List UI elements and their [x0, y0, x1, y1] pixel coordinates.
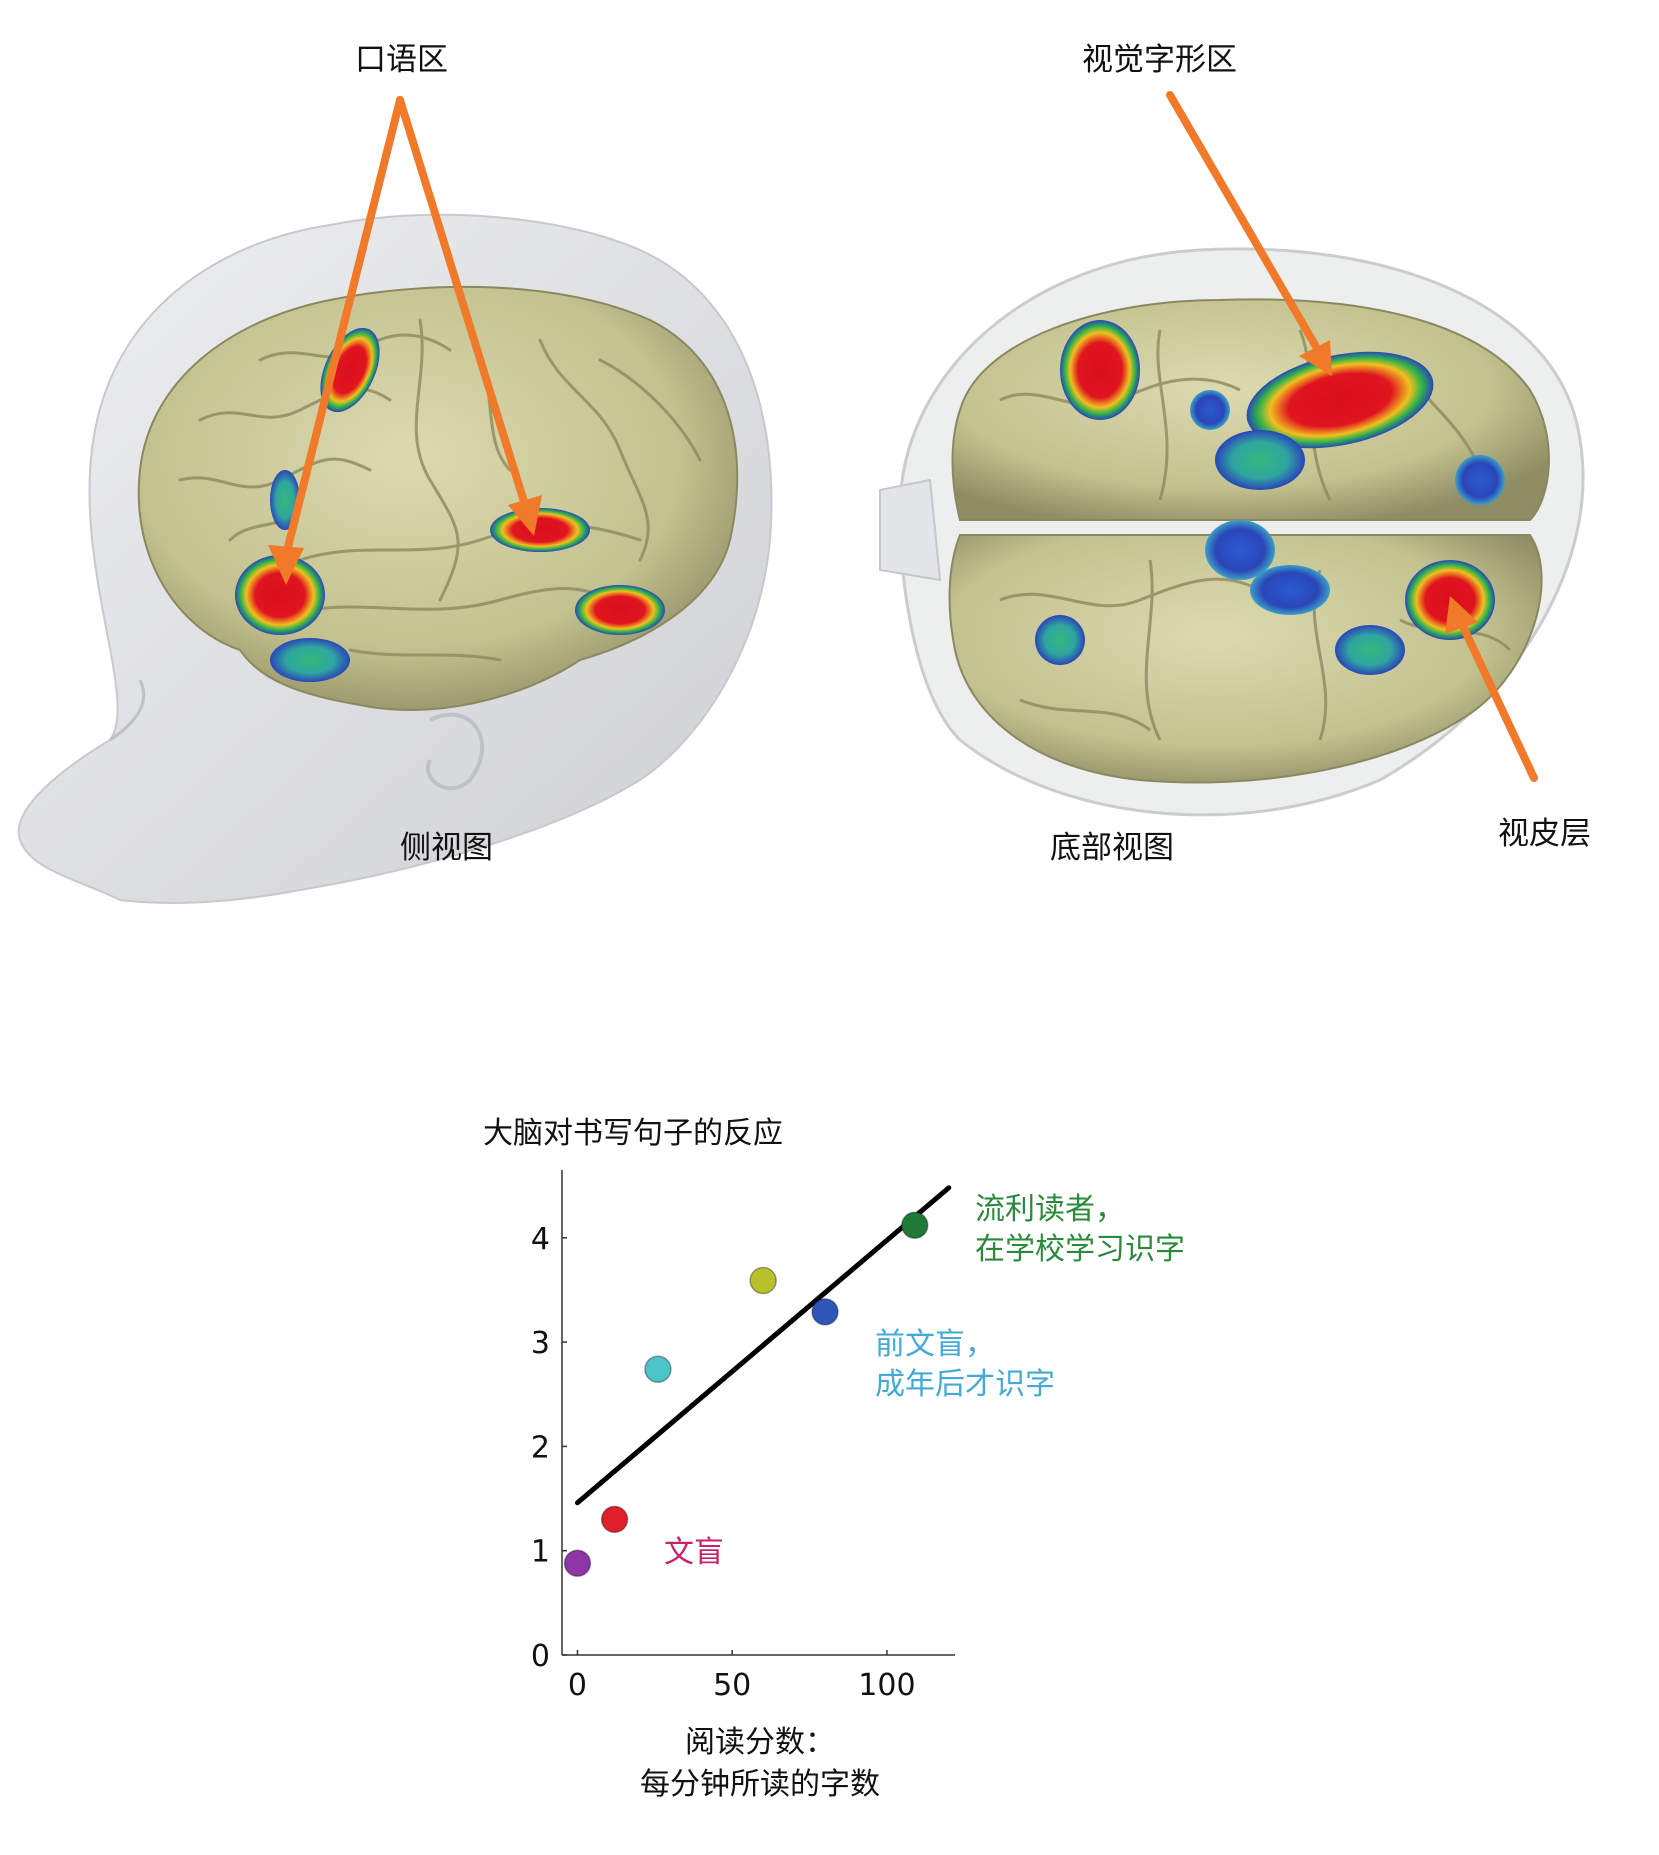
- arrow-icon: [268, 91, 1538, 782]
- legend-illiterate-line-1: 文盲: [664, 1535, 724, 1570]
- data-point: [901, 1211, 929, 1240]
- data-point: [644, 1355, 672, 1383]
- label-lateral-view: 侧视图: [400, 830, 493, 866]
- brain-lateral-icon: [137, 285, 739, 711]
- chart-title: 大脑对书写句子的反应: [483, 1116, 783, 1151]
- y-tick-label: 4: [531, 1222, 550, 1257]
- data-point: [811, 1298, 839, 1326]
- x-axis-label-line-1: 阅读分数：: [685, 1725, 835, 1760]
- label-visual-cortex: 视皮层: [1498, 816, 1591, 852]
- legend-ex-illiterates: 前文盲， 成年后才识字: [875, 1325, 1055, 1405]
- legend-ex-illiterate-line-2: 成年后才识字: [875, 1367, 1055, 1402]
- y-tick-label: 3: [531, 1326, 550, 1361]
- y-tick-label: 0: [531, 1639, 550, 1674]
- data-point: [563, 1549, 592, 1577]
- chart-ticks: 0 1 2 3 4 0 50 100: [531, 1222, 916, 1703]
- legend-illiterates: 文盲: [664, 1533, 724, 1573]
- label-spoken-language-area: 口语区: [355, 42, 448, 78]
- chart-fit-line: [574, 1185, 952, 1506]
- brain-bottom-icon: [948, 298, 1550, 784]
- legend-ex-illiterate-line-1: 前文盲，: [875, 1327, 995, 1362]
- regression-line: [574, 1185, 952, 1506]
- brain-figures: [17, 91, 1585, 904]
- data-point: [749, 1266, 777, 1295]
- x-axis-label-line-2: 每分钟所读的字数: [640, 1767, 880, 1802]
- x-tick-label: 100: [858, 1668, 915, 1703]
- x-axis-label: 阅读分数： 每分钟所读的字数: [0, 1722, 1520, 1806]
- y-tick-label: 2: [531, 1430, 550, 1465]
- chart-points: [563, 1211, 929, 1577]
- label-visual-word-form-area: 视觉字形区: [1082, 42, 1237, 78]
- x-tick-label: 50: [713, 1668, 751, 1703]
- y-tick-label: 1: [531, 1535, 550, 1570]
- chart-axes: [561, 1170, 955, 1656]
- x-tick-label: 0: [568, 1668, 587, 1703]
- label-bottom-view: 底部视图: [1050, 830, 1174, 866]
- legend-fluent-readers: 流利读者， 在学校学习识字: [975, 1190, 1185, 1270]
- data-point: [600, 1505, 629, 1534]
- legend-fluent-line-1: 流利读者，: [975, 1192, 1125, 1227]
- legend-fluent-line-2: 在学校学习识字: [975, 1232, 1185, 1267]
